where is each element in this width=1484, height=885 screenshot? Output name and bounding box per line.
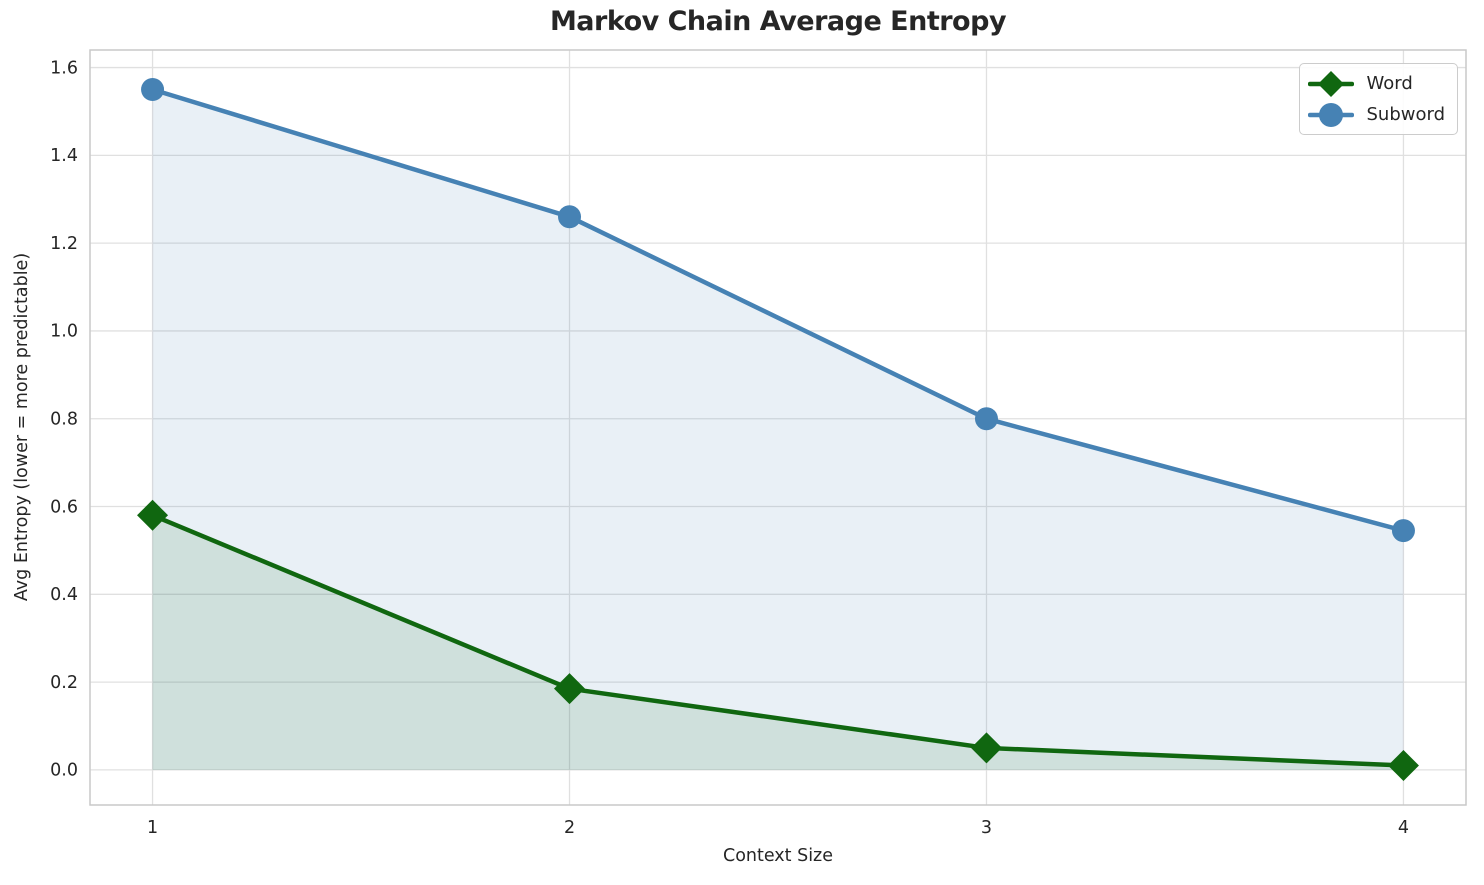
y-axis-label: Avg Entropy (lower = more predictable) [12,252,32,602]
marker-subword-4 [1391,519,1415,543]
marker-subword-3 [974,407,998,431]
series-line-subword [150,87,1406,533]
legend-label-subword: Subword [1366,103,1445,125]
legend: Word Subword [1299,63,1458,135]
x-tick-label: 3 [981,818,992,838]
word-diamond-marker-icon [1308,70,1355,97]
y-tick-label: 0.2 [50,673,78,693]
y-tick-label: 1.4 [50,146,78,166]
area-fill-subword [152,89,1404,770]
marker-word-1 [137,499,169,531]
marker-subword-1 [141,78,165,102]
area-fill-word [152,515,1404,770]
x-tick-label: 2 [564,818,575,838]
y-tick-label: 0.0 [50,761,78,781]
subword-circle-marker-icon [1308,102,1355,127]
marker-word-3 [970,732,1002,764]
series-line-word [150,513,1406,768]
y-tick-label: 0.4 [50,585,78,605]
x-tick-label: 4 [1398,818,1409,838]
y-tick-label: 0.8 [50,409,78,429]
x-tick-label: 1 [147,818,158,838]
y-tick-label: 1.6 [50,58,78,78]
y-tick-label: 1.0 [50,322,78,342]
axes-background [90,50,1466,805]
marker-subword-2 [558,205,582,229]
axes-spines [89,49,1467,806]
y-tick-label: 1.2 [50,234,78,254]
marker-word-4 [1387,749,1419,781]
marker-word-2 [554,673,586,705]
legend-item-subword: Subword [1308,99,1445,130]
y-tick-label: 0.6 [50,497,78,517]
legend-label-word: Word [1366,72,1413,94]
x-axis-label: Context Size [722,846,834,866]
chart-title: Markov Chain Average Entropy [549,6,1007,37]
legend-item-word: Word [1308,68,1445,99]
